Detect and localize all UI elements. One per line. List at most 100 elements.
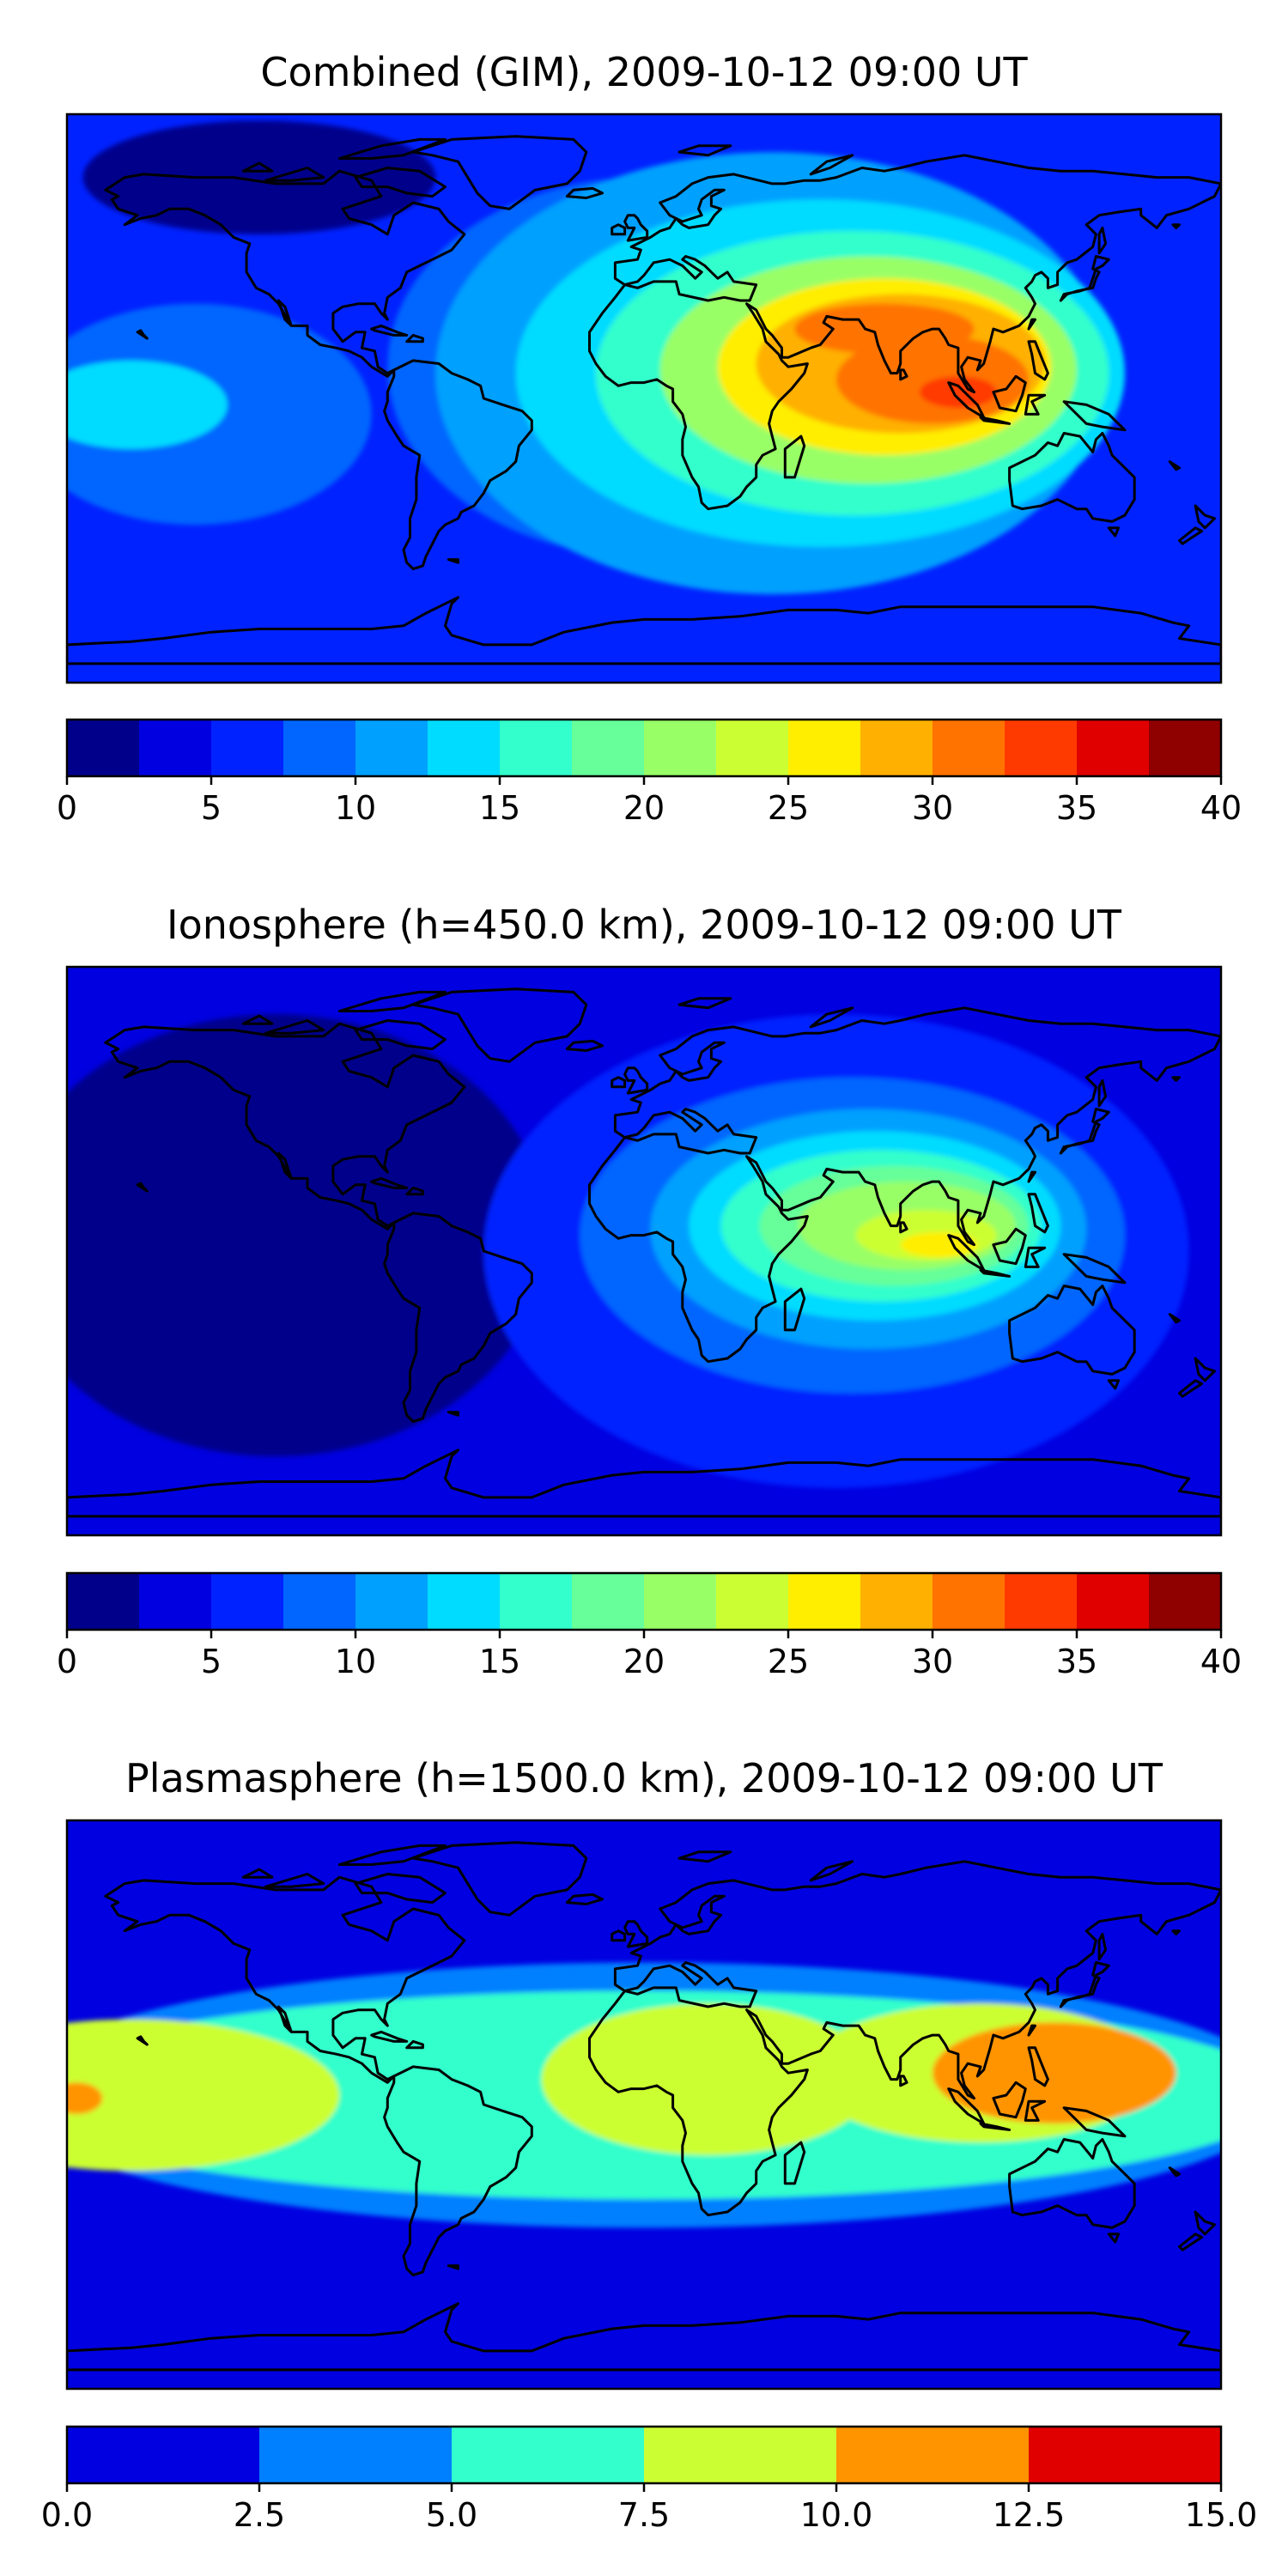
coastline-victoria-island xyxy=(264,167,325,182)
coastline-afro-eurasia xyxy=(588,1006,1221,1364)
coastline-sulawesi xyxy=(1024,393,1047,416)
coastline-philippines xyxy=(1027,2046,1049,2087)
colorbar-segment xyxy=(452,2427,645,2483)
panel-title-plasmasphere: Plasmasphere (h=1500.0 km), 2009-10-12 0… xyxy=(125,1755,1163,1801)
coastline-iceland xyxy=(565,1039,604,1052)
map-plasmasphere xyxy=(65,1819,1223,2391)
colorbar-segment xyxy=(644,1573,717,1630)
coastline-svalbard xyxy=(677,997,732,1010)
colorbar-segment xyxy=(428,1573,501,1630)
coastline-victoria-island xyxy=(264,1873,325,1888)
colorbar-segment xyxy=(500,1573,573,1630)
coastline-antarctica xyxy=(67,2302,1221,2372)
coastline-new-caledonia xyxy=(1168,2166,1181,2178)
map-frame xyxy=(65,1819,1223,2391)
coastline-hawaii xyxy=(136,1182,149,1193)
coastline-java xyxy=(979,1268,1012,1278)
colorbar-segment xyxy=(1029,2427,1222,2483)
coastline-novaya-zemlya xyxy=(809,1860,854,1882)
colorbar-segment xyxy=(716,720,789,776)
colorbar-segment xyxy=(860,1573,933,1630)
coastline-afro-eurasia xyxy=(588,1860,1221,2217)
coastline-victoria-island xyxy=(264,1019,325,1035)
colorbar-tick-label: 2.5 xyxy=(234,2496,285,2534)
coastline-madagascar xyxy=(783,1287,806,1332)
colorbar-segment xyxy=(139,720,212,776)
coastline-sakhalin xyxy=(1097,1932,1108,1961)
coastline-japan xyxy=(1059,1961,1110,2008)
colorbar-segment xyxy=(259,2427,453,2483)
coastline-ellesmere xyxy=(337,137,447,160)
coastline-new-guinea xyxy=(1062,400,1127,432)
coastline-banks-island xyxy=(241,1868,274,1879)
coastline-new-guinea xyxy=(1062,2106,1127,2138)
colorbar-tick-label: 35 xyxy=(1056,1643,1097,1680)
colorbar-tick-label: 40 xyxy=(1200,1643,1242,1680)
coastline-australia xyxy=(1008,2138,1136,2229)
colorbar-segment xyxy=(572,720,645,776)
map-combined xyxy=(65,112,1223,684)
map-ionosphere xyxy=(65,965,1223,1537)
coastline-taiwan xyxy=(1027,318,1036,331)
coastline-banks-island xyxy=(241,161,274,173)
tec-contour-region xyxy=(541,2003,875,2155)
colorbar-segment xyxy=(1149,720,1222,776)
colorbar-segment xyxy=(428,720,501,776)
coastline-australia xyxy=(1008,432,1136,523)
colorbar-segment xyxy=(67,2427,260,2483)
coastline-kamchatka-islands xyxy=(1171,223,1181,229)
coastline-iceland xyxy=(565,1893,604,1905)
colorbar-segment xyxy=(1149,1573,1222,1630)
panel-title-ionosphere: Ionosphere (h=450.0 km), 2009-10-12 09:0… xyxy=(167,902,1122,948)
coastline-great-britain xyxy=(623,1920,649,1948)
colorbar-tick-label: 30 xyxy=(912,789,953,827)
colorbar-tick-label: 7.5 xyxy=(618,2496,670,2534)
colorbar-tick-label: 5 xyxy=(201,789,222,827)
coastline-north-america xyxy=(104,169,466,378)
coastline-antarctica xyxy=(67,1449,1221,1518)
coastline-kamchatka-islands xyxy=(1171,1076,1181,1082)
coastline-sri-lanka xyxy=(899,2075,908,2087)
coastline-tasmania xyxy=(1107,2233,1120,2244)
colorbar-segment xyxy=(67,1573,140,1630)
coastline-antarctica xyxy=(67,596,1221,665)
colorbar-segment xyxy=(1077,1573,1150,1630)
tec-contour-region xyxy=(67,2082,103,2115)
panel-ionosphere: Ionosphere (h=450.0 km), 2009-10-12 09:0… xyxy=(57,902,1242,1680)
coastline-new-zealand-north xyxy=(1194,2210,1216,2236)
coastline-taiwan xyxy=(1027,1170,1036,1183)
coastline-new-zealand-north xyxy=(1194,504,1216,530)
coastline-greenland xyxy=(411,987,588,1063)
coastline-banks-island xyxy=(241,1014,274,1025)
colorbar-tick-label: 15 xyxy=(479,1643,520,1680)
coastline-baffin xyxy=(354,167,447,198)
colorbar-segment xyxy=(1077,720,1150,776)
colorbar-tick-label: 20 xyxy=(623,789,665,827)
colorbar-tick-label: 0 xyxy=(57,1643,77,1680)
coastline-hispaniola xyxy=(405,1186,424,1196)
coastline-hispaniola xyxy=(405,333,424,343)
coastline-great-britain xyxy=(623,214,649,242)
tec-contour-region xyxy=(933,2022,1176,2124)
colorbar-tick-label: 40 xyxy=(1200,789,1242,827)
coastline-svalbard xyxy=(677,144,732,157)
coastline-madagascar xyxy=(783,434,806,479)
coastline-new-zealand-south xyxy=(1178,2233,1204,2251)
colorbar-segment xyxy=(716,1573,789,1630)
coastline-new-caledonia xyxy=(1168,1313,1181,1324)
tec-contour-region xyxy=(82,120,436,234)
colorbar-segment xyxy=(211,1573,284,1630)
coastline-falklands xyxy=(447,2264,459,2270)
coastline-australia xyxy=(1008,1285,1136,1376)
coastline-hawaii xyxy=(136,2035,149,2046)
colorbar-segment xyxy=(1005,720,1078,776)
colorbar-tick-label: 10 xyxy=(335,1643,376,1680)
coastline-south-america xyxy=(383,359,533,571)
colorbar-tick-label: 35 xyxy=(1056,789,1097,827)
colorbar-segment xyxy=(283,720,356,776)
coastline-greenland xyxy=(411,1841,588,1917)
colorbar-tick-label: 30 xyxy=(912,1643,953,1680)
coastline-new-guinea xyxy=(1062,1253,1127,1285)
colorbar-segment xyxy=(283,1573,356,1630)
coastline-sri-lanka xyxy=(899,368,908,381)
